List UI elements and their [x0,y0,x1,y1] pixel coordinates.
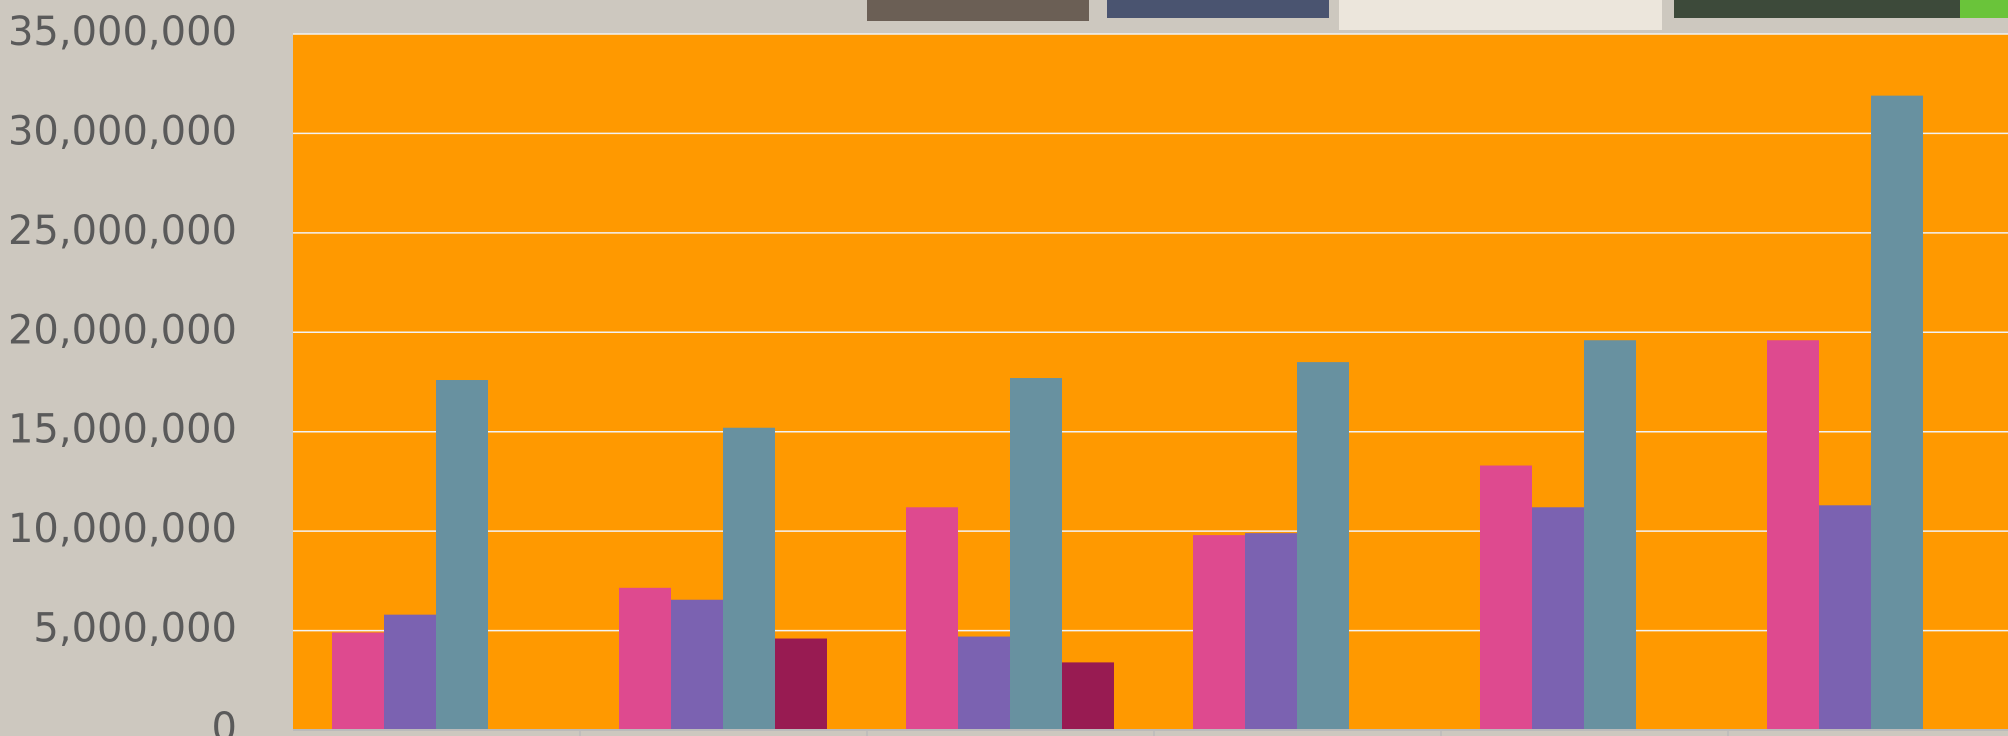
bar [1297,362,1349,730]
y-tick-label: 35,000,000 [8,9,237,55]
y-tick-label: 30,000,000 [8,108,237,154]
bar [1193,535,1245,730]
photo [867,0,1089,21]
bar [1062,662,1114,730]
bar [1819,505,1871,730]
y-tick-label: 0 [212,705,237,736]
bar [384,615,436,730]
y-tick-label: 10,000,000 [8,506,237,552]
bar [1871,96,1923,730]
bar [723,428,775,730]
bar [1010,378,1062,730]
bar [906,507,958,730]
bar [436,380,488,730]
bar [1532,507,1584,730]
bar [1480,466,1532,730]
bar [775,639,827,730]
bar [332,633,384,730]
bar [1767,340,1819,730]
y-tick-label: 20,000,000 [8,307,237,353]
photo [1960,0,2008,18]
plot-area [293,34,2008,730]
y-tick-label: 15,000,000 [8,407,237,453]
photo [1339,0,1662,30]
bar [619,588,671,730]
page: 0 5,000,000 10,000,000 15,000,000 20,000,000… [0,0,2008,736]
y-tick-label: 25,000,000 [8,208,237,254]
y-tick-label: 5,000,000 [33,606,237,652]
bar [671,600,723,730]
bar [1245,533,1297,730]
bar [958,637,1010,730]
photo [1107,0,1329,18]
chart: 0 5,000,000 10,000,000 15,000,000 20,000,000… [0,0,2008,736]
photo [1674,0,2008,18]
bar [1584,340,1636,730]
